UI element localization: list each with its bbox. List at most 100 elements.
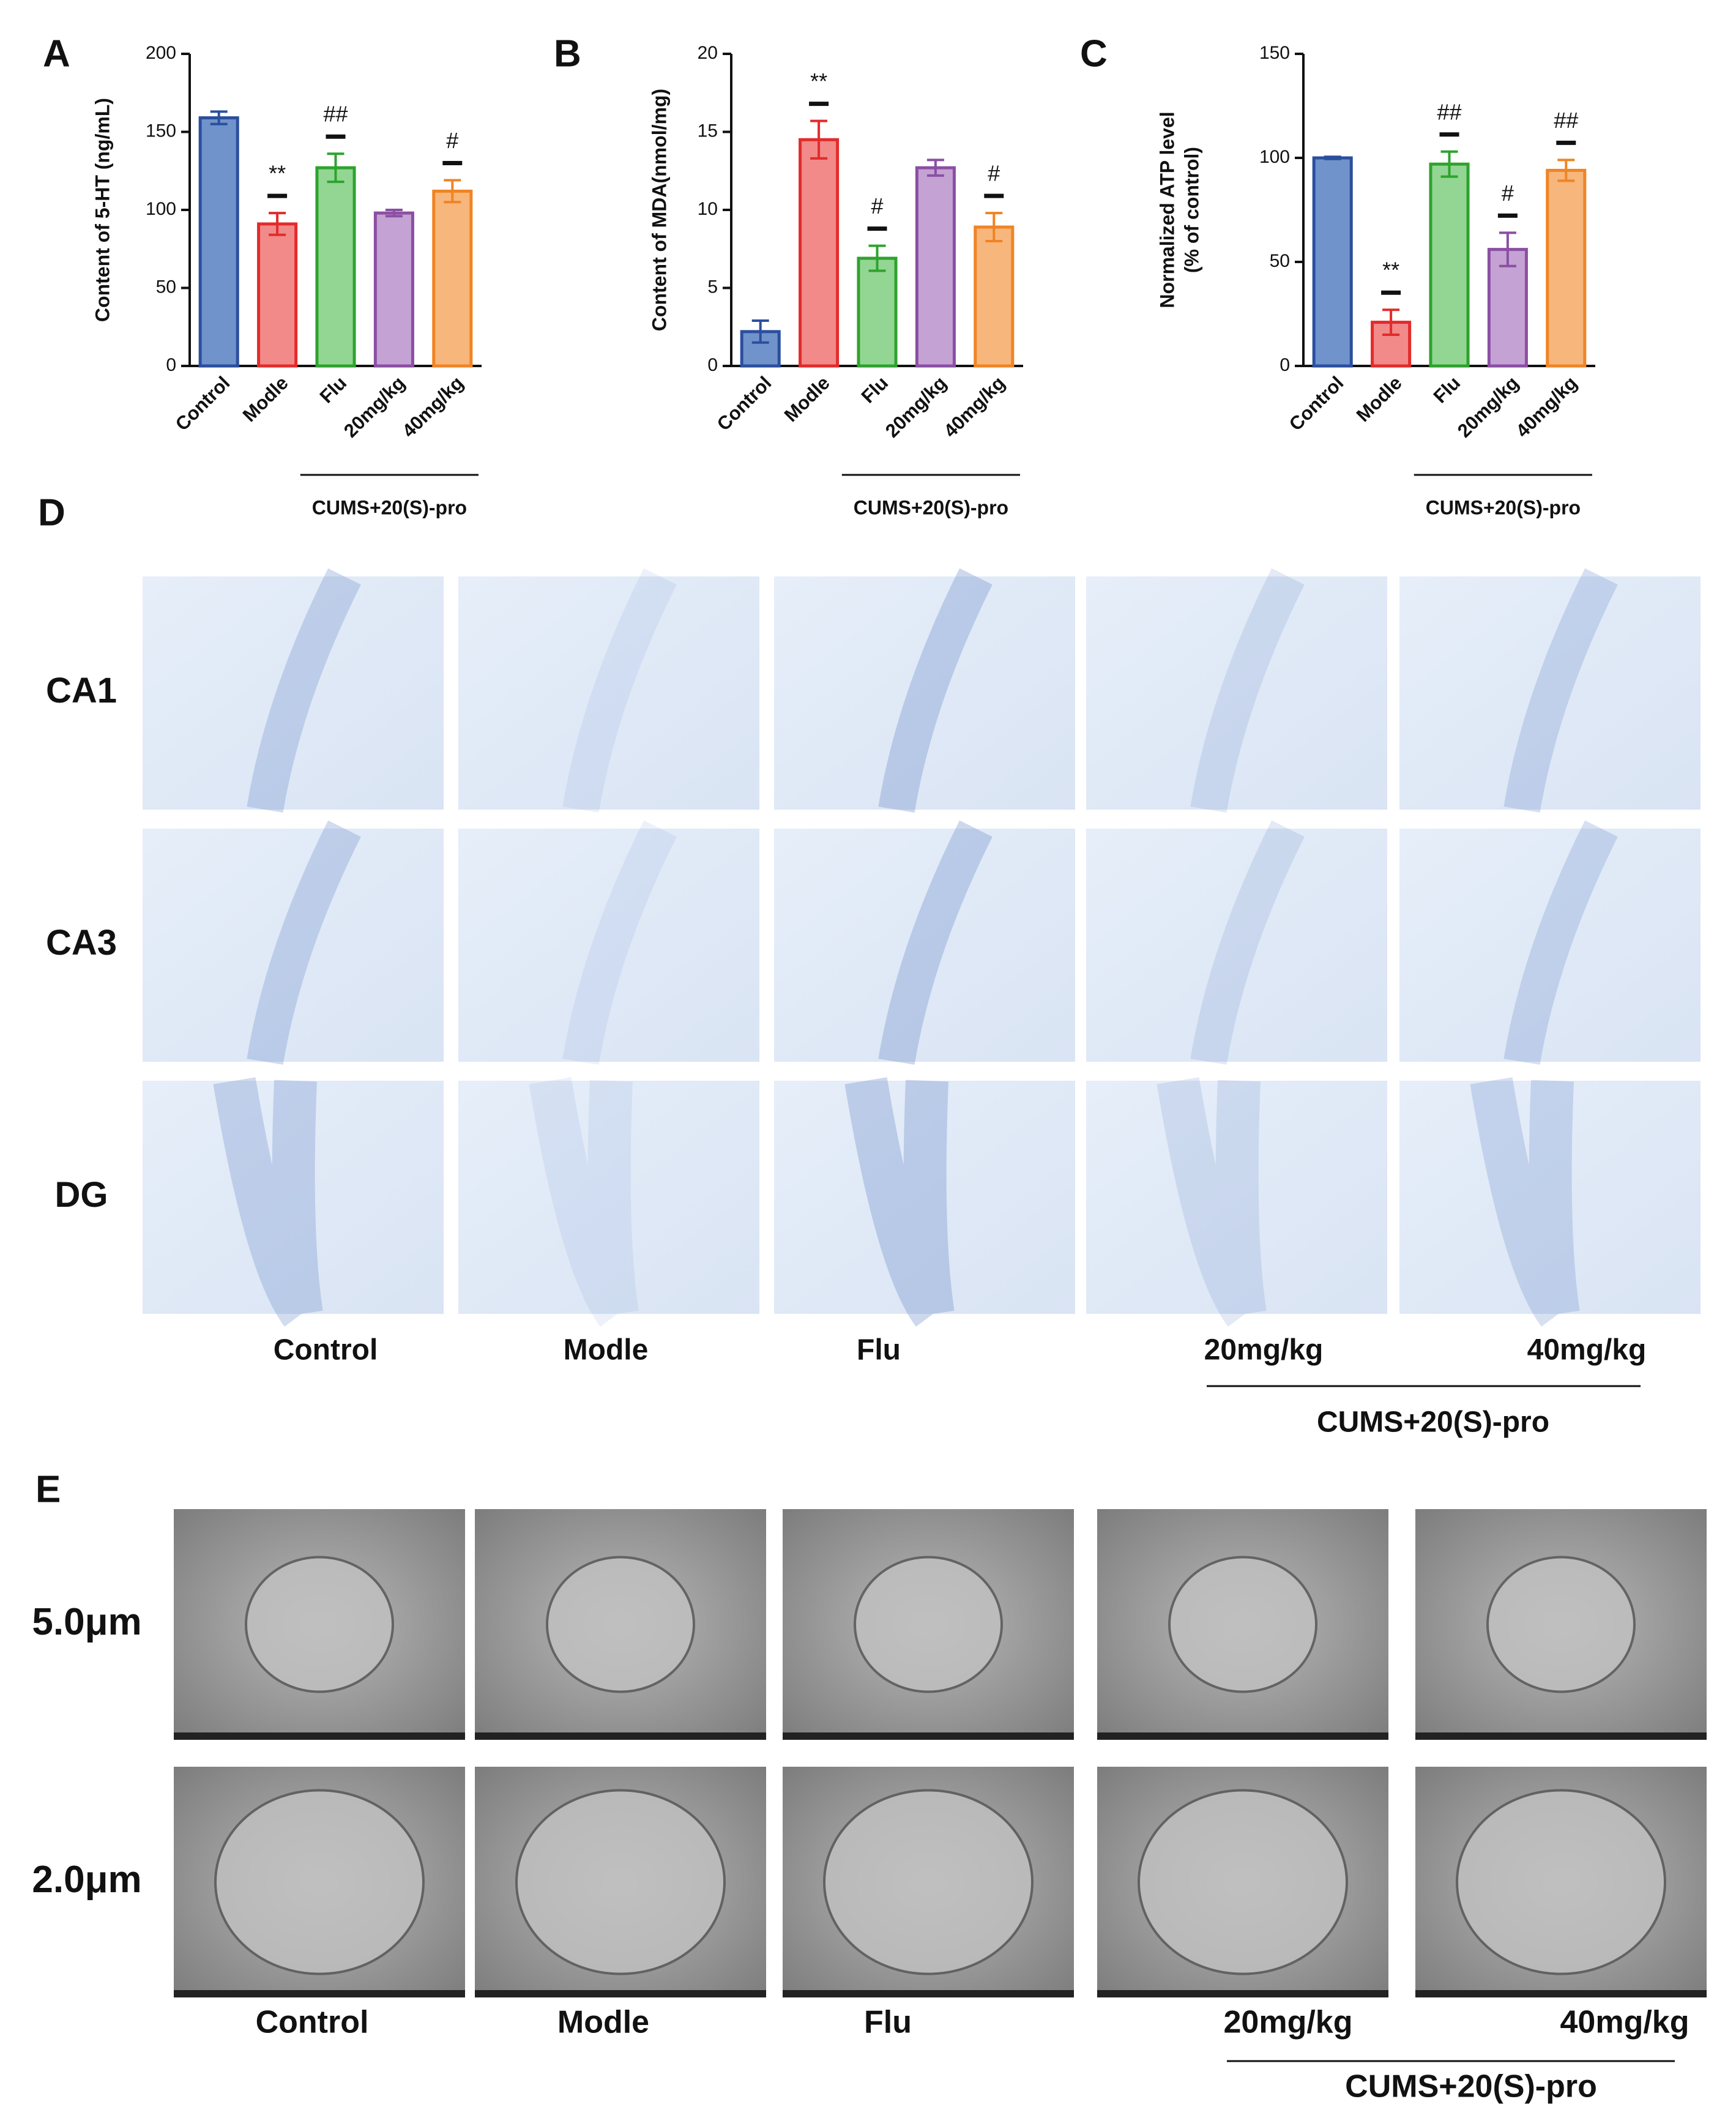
cell-layer — [247, 820, 361, 1065]
cell-layer — [878, 820, 993, 1065]
y-tick-label: 20 — [698, 43, 718, 63]
column-label: Flu — [864, 2005, 912, 2040]
y-tick-label: 100 — [146, 199, 176, 219]
significance-mark: ** — [269, 161, 286, 186]
row-label: CA3 — [46, 923, 117, 963]
cell-layer — [1503, 568, 1618, 813]
y-tick-label: 5 — [707, 277, 718, 297]
nucleus — [214, 1789, 425, 1975]
cell-layer — [1190, 820, 1305, 1065]
group-label: CUMS+20(S)-pro — [1426, 496, 1581, 518]
scale-strip — [1415, 1732, 1707, 1740]
error-bar — [1382, 308, 1400, 336]
bar — [198, 116, 239, 368]
micrograph — [1399, 1081, 1701, 1314]
column-label: Modle — [557, 2005, 649, 2040]
column-label: Flu — [857, 1334, 901, 1367]
bar — [857, 256, 898, 368]
scale-strip — [1097, 1990, 1388, 1997]
nucleus — [854, 1556, 1003, 1693]
y-axis-label: Content of 5-HT (ng/mL) — [91, 98, 113, 322]
scale-strip — [1415, 1990, 1707, 1997]
cell-layer — [1470, 1077, 1580, 1327]
cell-layer — [878, 568, 993, 813]
column-label: Control — [274, 1334, 378, 1367]
column-label: 20mg/kg — [1204, 1334, 1324, 1367]
row-label: CA1 — [46, 671, 117, 710]
micrograph — [1399, 829, 1701, 1062]
scale-strip — [783, 1990, 1074, 1997]
error-bar — [1499, 231, 1516, 267]
scale-strip — [174, 1732, 465, 1740]
panel-letter: E — [35, 1468, 61, 1510]
row-label: 2.0μm — [32, 1859, 141, 1901]
panel-letter: B — [554, 32, 581, 75]
cell-layer — [562, 568, 677, 813]
y-tick-label: 150 — [146, 121, 176, 141]
error-bar — [985, 212, 1003, 242]
nucleus — [1168, 1556, 1317, 1693]
micrograph — [143, 1081, 444, 1314]
cell-layer — [213, 1077, 323, 1327]
nucleus — [1138, 1789, 1348, 1975]
bar — [1429, 162, 1470, 368]
error-bar — [327, 152, 345, 184]
column-label: 40mg/kg — [1560, 2005, 1689, 2040]
error-bar — [926, 158, 944, 177]
y-tick-label: 150 — [1259, 43, 1290, 63]
nucleus — [546, 1556, 695, 1693]
micrograph — [143, 829, 444, 1062]
error-bar — [751, 319, 769, 344]
nucleus — [1486, 1556, 1636, 1693]
significance-mark: # — [871, 193, 883, 218]
bar — [257, 222, 298, 368]
micrograph — [458, 1081, 759, 1314]
error-bar — [269, 212, 286, 236]
bar — [432, 189, 473, 368]
error-bar — [810, 119, 828, 160]
bar — [1487, 248, 1528, 368]
significance-mark: ## — [1437, 99, 1461, 124]
error-bar — [1557, 158, 1575, 182]
micrograph — [458, 576, 759, 810]
bar — [1312, 156, 1353, 368]
micrograph — [774, 576, 1075, 810]
y-tick-label: 50 — [1270, 251, 1290, 271]
error-bar — [868, 244, 886, 272]
micrograph — [1399, 576, 1701, 810]
column-label: Modle — [564, 1334, 649, 1367]
row-label: DG — [55, 1175, 108, 1215]
nucleus — [245, 1556, 394, 1693]
y-tick-label: 10 — [698, 199, 718, 219]
scale-strip — [783, 1732, 1074, 1740]
significance-mark: ** — [1382, 258, 1399, 283]
cell-layer — [1503, 820, 1618, 1065]
cell-layer — [562, 820, 677, 1065]
bar — [1546, 168, 1587, 368]
column-label: 40mg/kg — [1527, 1334, 1647, 1367]
bar — [974, 225, 1015, 368]
y-axis-label: Content of MDA(nmol/mg) — [648, 89, 670, 331]
significance-mark: # — [1502, 181, 1514, 206]
cell-layer — [1157, 1077, 1267, 1327]
column-label: Control — [256, 2005, 369, 2040]
cell-layer — [844, 1077, 955, 1327]
y-tick-label: 100 — [1259, 147, 1290, 167]
y-tick-label: 50 — [156, 277, 176, 297]
cell-layer — [247, 568, 361, 813]
significance-mark: ** — [810, 69, 827, 94]
significance-mark: # — [446, 128, 458, 153]
y-tick-label: 0 — [1280, 355, 1290, 375]
bar — [373, 211, 414, 368]
nucleus — [823, 1789, 1034, 1975]
significance-mark: ## — [1554, 108, 1578, 133]
cell-layer — [1190, 568, 1305, 813]
micrograph — [774, 1081, 1075, 1314]
scale-strip — [475, 1990, 766, 1997]
significance-mark: # — [988, 161, 1000, 186]
group-label: CUMS+20(S)-pro — [1317, 1406, 1549, 1439]
error-bar — [385, 209, 403, 218]
bar — [315, 166, 356, 368]
cell-layer — [529, 1077, 639, 1327]
y-tick-label: 15 — [698, 121, 718, 141]
